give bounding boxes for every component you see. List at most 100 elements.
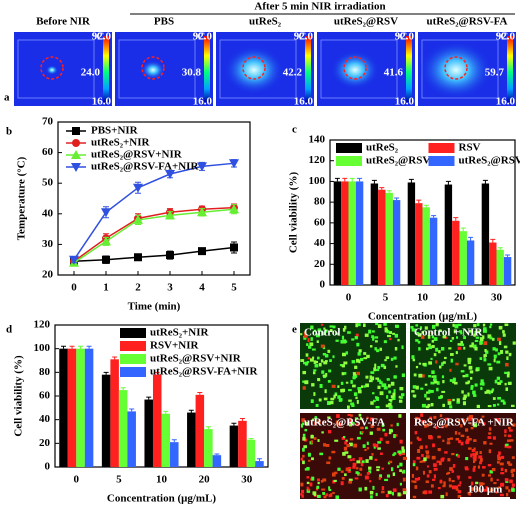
x-tick-label: 30	[241, 474, 253, 486]
cell	[389, 331, 392, 334]
cell	[328, 380, 331, 383]
cell	[380, 438, 383, 441]
cell	[425, 445, 427, 448]
cell	[358, 352, 361, 355]
cell	[452, 470, 454, 472]
cell	[319, 453, 323, 455]
cell	[484, 349, 486, 352]
error-bar	[409, 179, 414, 182]
cell	[386, 356, 390, 359]
y-tick-label: 140	[309, 134, 326, 146]
cell	[447, 458, 450, 461]
cell	[348, 467, 351, 469]
cell	[321, 489, 325, 491]
cell	[461, 390, 463, 393]
y-tick-label: 80	[39, 366, 51, 378]
cell	[437, 436, 440, 439]
scale-max: 92.0	[193, 31, 213, 43]
cell	[442, 380, 444, 383]
cell	[442, 485, 445, 487]
cell	[343, 362, 347, 365]
cell	[365, 384, 369, 388]
cell	[501, 468, 504, 471]
cell	[488, 405, 492, 407]
cell	[465, 457, 468, 460]
cell	[357, 387, 361, 390]
cell	[480, 357, 483, 360]
cell	[389, 432, 392, 434]
cell	[440, 495, 444, 499]
cell	[389, 430, 393, 432]
cell	[401, 393, 404, 396]
cell	[413, 385, 416, 388]
cell	[320, 384, 323, 388]
cell	[442, 375, 444, 378]
cell	[472, 453, 475, 456]
cell	[384, 386, 388, 389]
cell	[505, 351, 508, 354]
cell	[321, 370, 324, 373]
cell	[354, 392, 357, 396]
cell	[344, 441, 347, 444]
cell	[362, 460, 365, 463]
cell	[438, 487, 441, 489]
bar	[408, 182, 415, 285]
cell	[449, 485, 452, 488]
cell	[344, 447, 347, 451]
cell	[411, 355, 414, 359]
cell	[372, 392, 374, 394]
bar	[213, 455, 222, 467]
heat-spot	[420, 41, 492, 99]
cell	[357, 400, 359, 404]
marker	[133, 184, 143, 193]
cell	[424, 394, 426, 398]
legend-label: PBS+NIR	[91, 125, 139, 137]
cell	[423, 457, 426, 461]
cell	[347, 405, 350, 408]
cell	[497, 461, 500, 463]
cell	[458, 347, 462, 350]
cell	[332, 385, 336, 388]
cell	[492, 347, 495, 350]
heat-spot	[141, 60, 165, 79]
error-bar	[112, 357, 117, 359]
bar	[371, 184, 378, 286]
cell	[337, 468, 340, 471]
cell	[358, 323, 361, 326]
cell	[351, 404, 354, 407]
cell	[372, 330, 375, 332]
cell	[360, 358, 363, 361]
bar	[110, 359, 119, 467]
error-bar	[248, 439, 253, 440]
cell	[418, 347, 420, 350]
cell	[303, 386, 306, 389]
bar	[144, 400, 153, 467]
cell	[449, 405, 452, 408]
cell	[433, 379, 437, 381]
bar	[341, 181, 348, 285]
cell	[376, 469, 379, 471]
cell	[301, 424, 303, 428]
cell	[506, 356, 508, 360]
cell	[444, 357, 447, 359]
legend-swatch	[429, 143, 455, 153]
cell	[431, 370, 434, 374]
cell	[412, 474, 414, 478]
cell	[332, 355, 334, 358]
cell	[413, 496, 416, 498]
image-label: utReS₂@RSV	[334, 16, 398, 28]
legend-label: utReS₂@RSV-FA	[459, 155, 520, 167]
cell	[341, 481, 344, 485]
temperature: 59.7	[485, 67, 505, 79]
bar	[504, 257, 511, 285]
y-tick-label: 50	[42, 177, 54, 189]
color-bar	[103, 36, 109, 102]
legend-label: utReS₂	[366, 142, 399, 154]
cell	[505, 478, 509, 481]
cell	[371, 335, 374, 338]
panel-letter: c	[292, 124, 297, 136]
cell	[473, 460, 475, 463]
cell	[311, 383, 314, 386]
cell	[323, 443, 326, 446]
cell	[422, 363, 426, 366]
